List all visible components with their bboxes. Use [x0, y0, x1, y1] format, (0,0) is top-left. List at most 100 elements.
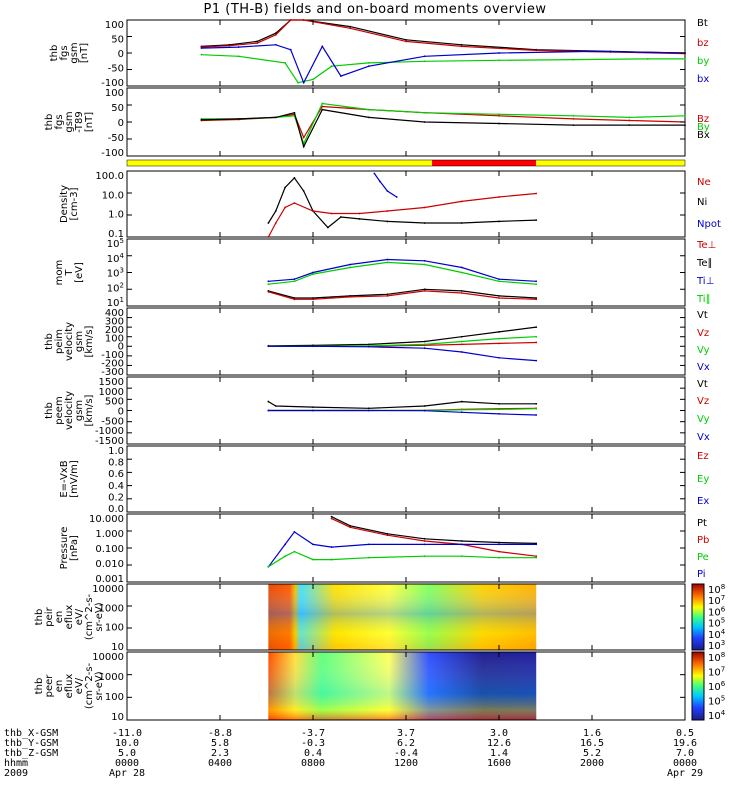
series-Ne	[267, 192, 537, 238]
series-Pb	[331, 518, 537, 557]
y-axis-label: thb	[49, 45, 60, 62]
y-tick-label: 10.0	[102, 190, 124, 201]
data-point	[321, 108, 324, 111]
chart-title: P1 (TH-B) fields and on-board moments ov…	[203, 2, 547, 17]
mode-bar-segment	[536, 160, 685, 166]
y-tick-label: 105	[107, 237, 124, 250]
data-point	[256, 40, 259, 43]
data-point	[321, 45, 324, 48]
series-bz	[201, 19, 686, 55]
data-point	[423, 340, 426, 343]
data-point	[535, 335, 538, 338]
data-point	[460, 400, 463, 403]
y-tick-label: -500	[101, 416, 124, 427]
y-axis-label: thb	[44, 333, 55, 350]
y-tick-label: 1.0	[108, 446, 124, 457]
legend-Bt: Bt	[697, 18, 708, 29]
spectrogram-overlay	[268, 584, 537, 650]
y-tick-label: 0.010	[95, 559, 124, 570]
data-point	[535, 192, 538, 195]
data-point	[460, 555, 463, 558]
series-Ni	[267, 176, 537, 229]
colorbar-tick-label: 108	[708, 583, 725, 596]
footer-value: -11.0	[112, 728, 142, 739]
y-axis-label: (cm^2-s-	[84, 662, 95, 709]
legend-Ey: Ey	[697, 474, 709, 485]
data-point	[267, 290, 270, 293]
data-point	[572, 114, 575, 117]
data-point	[535, 298, 538, 301]
colorbar-tick-label: 104	[708, 709, 726, 722]
data-point	[386, 534, 389, 537]
data-point	[460, 292, 463, 294]
y-tick-label: -100	[101, 148, 124, 159]
legend-By: By	[697, 122, 710, 133]
footer-value: -0.3	[301, 738, 325, 749]
data-point	[423, 543, 426, 546]
legend-by: by	[697, 56, 709, 67]
data-point	[423, 206, 426, 209]
footer-row-label: thb_Y-GSM	[4, 738, 58, 749]
data-point	[293, 550, 296, 553]
data-point	[386, 293, 389, 296]
y-axis-label: peir	[44, 606, 55, 626]
data-point	[284, 186, 286, 189]
footer-value: 6.2	[397, 738, 415, 749]
data-point	[423, 259, 426, 262]
y-tick-label: 101	[107, 296, 124, 309]
data-point	[498, 297, 500, 299]
colorbar-tick-label: 105	[708, 695, 725, 708]
y-tick-label: 0	[118, 407, 124, 418]
y-axis-label: eV/	[74, 677, 85, 694]
y-axis-label: mom	[54, 260, 65, 286]
data-point	[367, 409, 370, 412]
y-tick-label: 100	[105, 20, 124, 31]
data-point	[274, 222, 277, 224]
y-axis-label: eflux	[64, 605, 75, 630]
data-point	[367, 62, 370, 64]
y-axis-label: sr-eV)	[94, 602, 105, 631]
y-axis-label: gsm	[74, 400, 85, 421]
data-point	[349, 295, 352, 298]
data-point	[423, 121, 426, 123]
data-point	[423, 537, 426, 540]
footer-row-label: hhmm	[4, 758, 28, 769]
y-axis-label: gsm	[69, 42, 80, 63]
data-point	[302, 145, 305, 148]
footer-value: 0.5	[676, 728, 694, 739]
data-point	[312, 273, 314, 276]
data-point	[460, 411, 463, 414]
y-tick-label: 1500	[99, 377, 124, 388]
colorbar-tick-label: 104	[708, 628, 726, 641]
data-point	[330, 515, 333, 518]
y-tick-label: 400	[105, 308, 124, 319]
data-point	[312, 406, 314, 409]
footer-value: 0400	[208, 758, 232, 769]
data-point	[358, 212, 361, 215]
data-point	[460, 340, 463, 343]
colorbar	[691, 583, 705, 651]
data-point	[312, 558, 314, 561]
data-point	[330, 558, 333, 561]
y-tick-label: -1000	[95, 426, 124, 437]
data-point	[684, 114, 686, 117]
data-point	[628, 116, 631, 119]
data-point	[423, 288, 426, 291]
data-point	[535, 359, 538, 362]
data-point	[535, 219, 538, 222]
data-point	[386, 210, 389, 212]
y-tick-label: 1000	[99, 603, 124, 614]
y-tick-label: 100.0	[95, 171, 124, 182]
legend-Bx: Bx	[697, 130, 710, 141]
data-point	[200, 118, 203, 121]
y-axis-label: gsm	[74, 331, 85, 352]
legend-Ez: Ez	[697, 451, 709, 462]
data-point	[312, 271, 314, 274]
data-point	[386, 220, 389, 223]
y-axis-label: [eV]	[74, 262, 85, 283]
data-point	[267, 280, 270, 283]
footer-value: 3.0	[490, 728, 508, 739]
